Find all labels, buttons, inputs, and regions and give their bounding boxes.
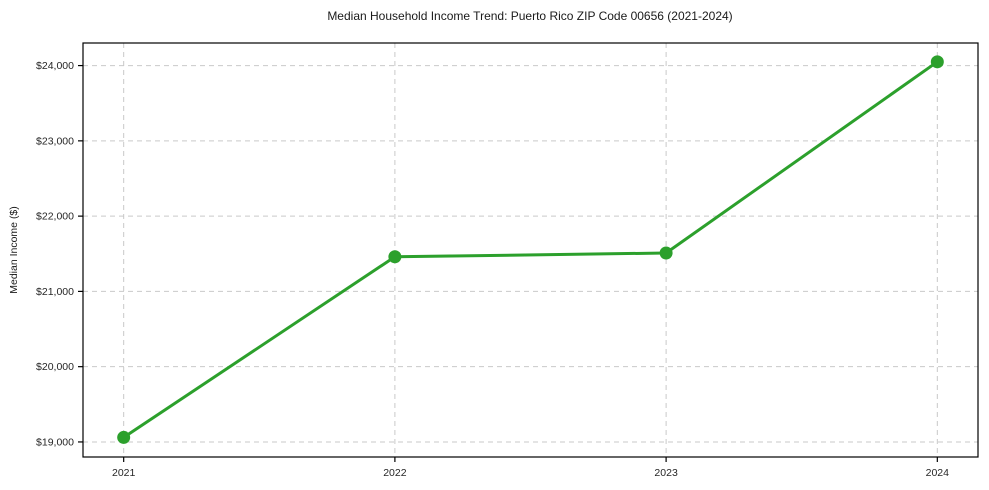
data-point (117, 430, 131, 444)
y-tick-label: $24,000 (36, 60, 74, 72)
plot-area: $19,000 $20,000 $21,000 $22,000 $23,000 $24,0… (36, 42, 979, 479)
y-axis-label: Median Income ($) (8, 206, 20, 294)
x-tick-label: 2024 (926, 467, 950, 479)
plot-border (82, 42, 979, 458)
x-tick-label: 2021 (112, 467, 136, 479)
x-tick-label: 2022 (383, 467, 407, 479)
y-tick-label: $20,000 (36, 361, 74, 373)
data-point (659, 246, 673, 260)
trend-line (122, 60, 939, 439)
data-point (930, 55, 944, 69)
y-tick-label: $23,000 (36, 135, 74, 147)
y-tick-label: $22,000 (36, 211, 74, 223)
chart-title: Median Household Income Trend: Puerto Ri… (327, 9, 732, 23)
y-tick-label: $21,000 (36, 286, 74, 298)
y-tick-label: $19,000 (36, 436, 74, 448)
data-point (388, 250, 402, 264)
x-tick-label: 2023 (654, 467, 678, 479)
